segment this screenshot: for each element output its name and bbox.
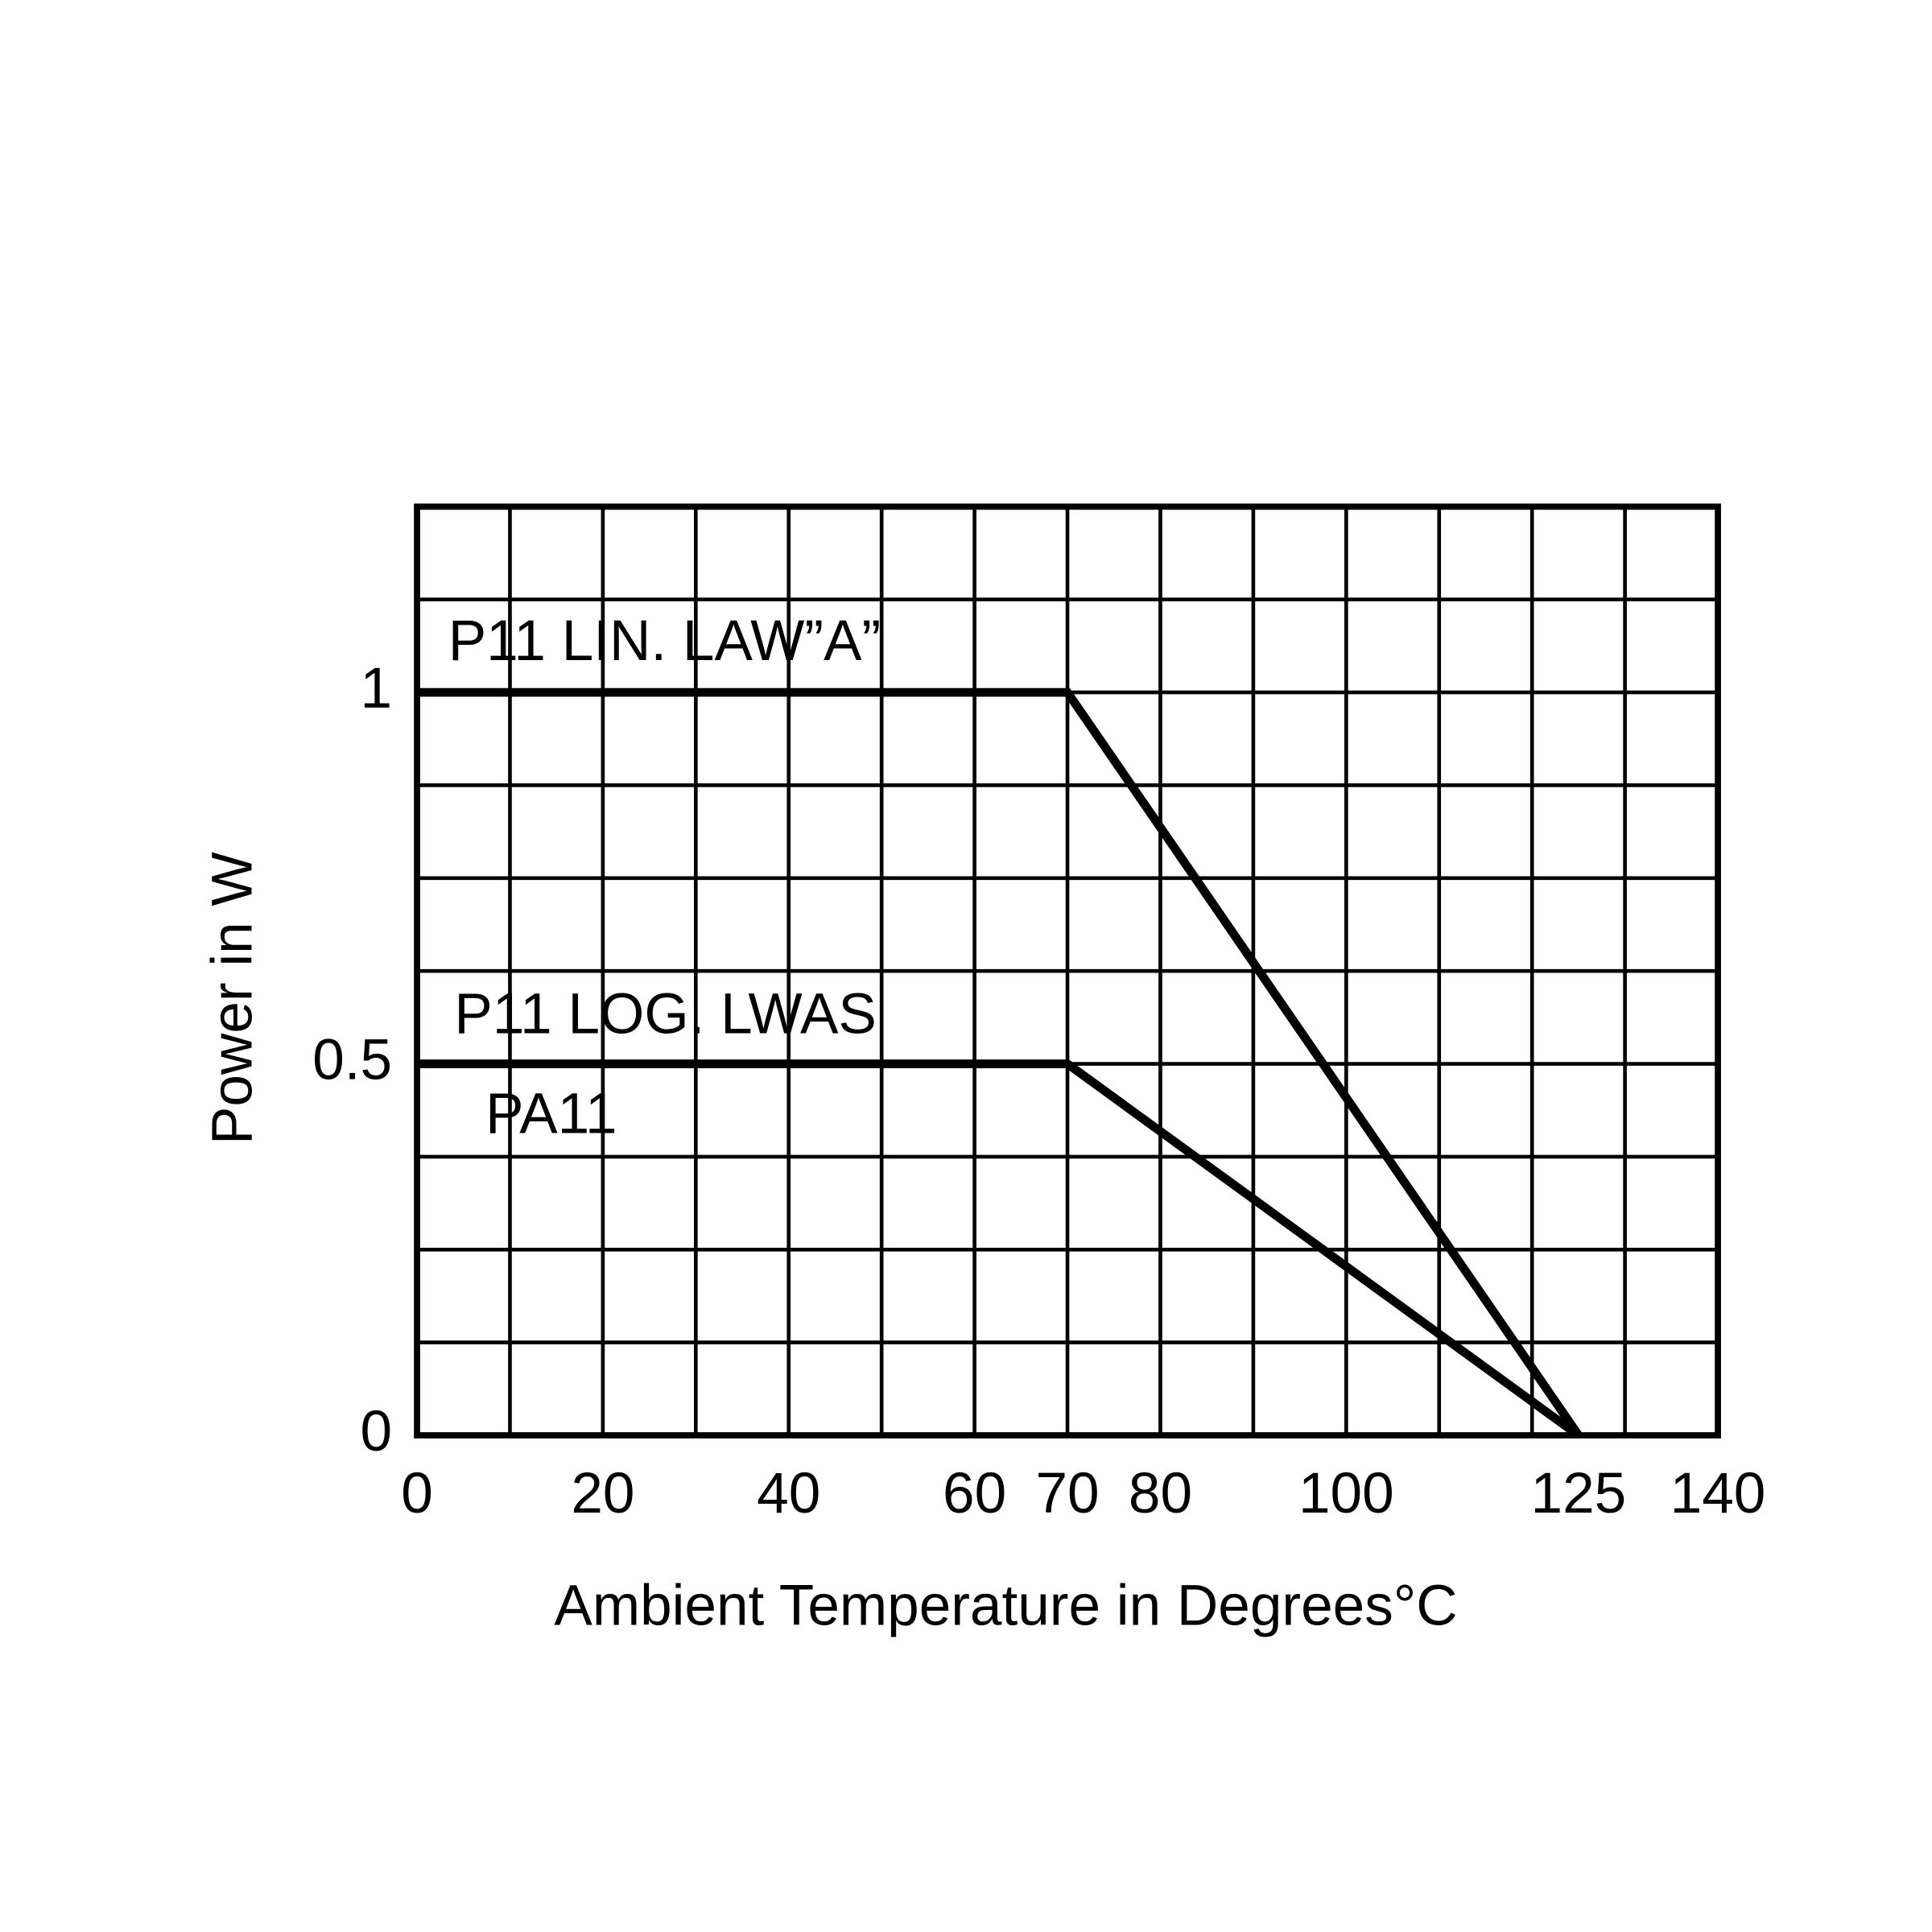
data-line [417,687,1583,1439]
x-axis-label: Ambient Temperature in Degrees°C [554,1574,1457,1637]
y-tick-label: 1 [361,657,393,720]
x-tick-label: 40 [757,1462,820,1525]
x-tick-label: 60 [943,1462,1006,1525]
series-label: P11 LOG. LWAS [454,983,876,1046]
y-axis-label: Power in W [201,852,265,1145]
x-tick-label: 80 [1129,1462,1192,1525]
x-tick-label: 140 [1670,1462,1766,1525]
x-tick-label: 125 [1531,1462,1627,1525]
annotation: PA11 [485,1082,617,1146]
plot-frame [414,503,1721,1439]
x-tick-label: 70 [1035,1462,1099,1525]
series-label: P11 LIN. LAW”A” [448,609,881,673]
x-tick-label: 20 [571,1462,634,1525]
data-line [417,1059,1582,1439]
x-tick-label: 100 [1298,1462,1394,1525]
y-tick-label: 0.5 [312,1028,392,1092]
y-tick-label: 0 [361,1400,393,1463]
x-tick-label: 0 [401,1462,433,1525]
